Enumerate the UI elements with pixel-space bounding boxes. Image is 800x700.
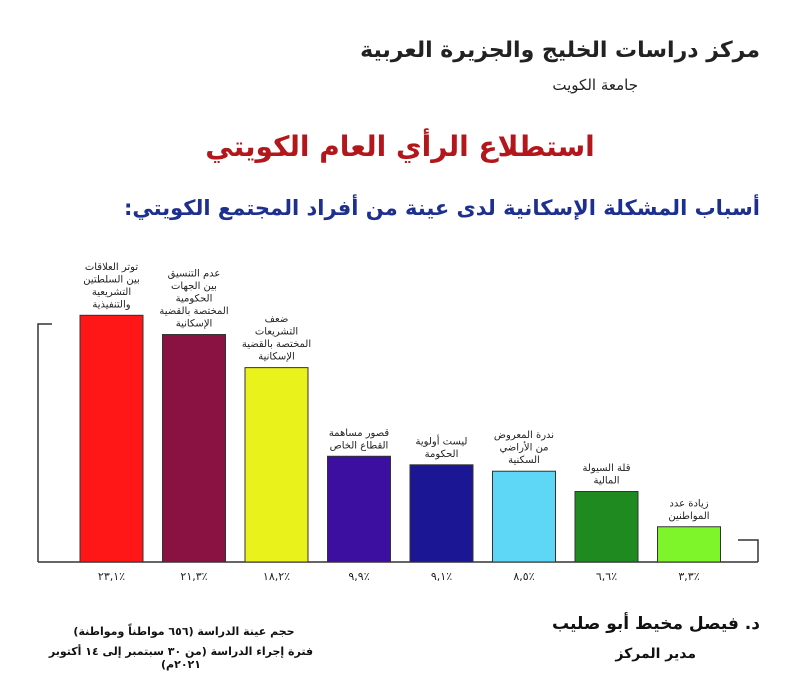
value-label-2: ٢١,٣٪	[180, 570, 207, 583]
value-label-4: ٩,٩٪	[348, 570, 369, 583]
value-label-8: ٣,٣٪	[678, 570, 699, 583]
bar-2	[162, 334, 226, 563]
category-label-8: زيادة عدد المواطنين	[668, 498, 709, 521]
value-label-5: ٩,١٪	[431, 570, 452, 583]
signatory-name: د. فيصل مخيط أبو صليب	[552, 614, 760, 634]
bar-4	[327, 455, 391, 563]
category-label-5: ليست أولوية الحكومة	[416, 434, 468, 460]
chart-bars	[79, 314, 721, 563]
category-label-2: عدم التنسيق بين الجهات الحكومية المختصة بال…	[159, 269, 228, 330]
sample-size-note: حجم عينة الدراسة (٦٥٦ مواطناً ومواطنة)	[73, 625, 295, 638]
value-label-6: ٨,٥٪	[513, 570, 534, 583]
organization-name: مركز دراسات الخليج والجزيرة العربية	[360, 38, 760, 63]
bar-8	[657, 526, 721, 563]
category-labels: توتر العلاقات بين السلطتين التشريعية والتنف…	[83, 262, 709, 522]
category-label-4: قصور مساهمة القطاع الخاص	[329, 428, 390, 452]
bar-1	[79, 314, 144, 563]
bar-3	[244, 367, 309, 563]
chart-axes	[37, 323, 759, 563]
signatory-role: مدير المركز	[615, 646, 696, 662]
bar-5	[409, 464, 474, 563]
poll-title: استطلاع الرأي العام الكويتي	[205, 130, 595, 163]
category-label-3: ضعف التشريعات المختصة بالقضية الإسكانية	[242, 314, 311, 363]
value-label-7: ٦,٦٪	[596, 570, 617, 583]
value-labels: ٢٣,١٪ ٢١,٣٪ ١٨,٢٪ ٩,٩٪ ٩,١٪ ٨,٥٪ ٦,٦٪ ٣,٣٪	[98, 570, 700, 583]
value-label-3: ١٨,٢٪	[263, 570, 290, 583]
study-period-note: فترة إجراء الدراسة (من ٣٠ سبتمبر إلى ١٤ …	[48, 645, 314, 671]
university-name: جامعة الكويت	[552, 76, 638, 94]
bar-6	[492, 470, 556, 563]
category-label-7: قلة السيولة المالية	[583, 463, 631, 487]
chart-subtitle: أسباب المشكلة الإسكانية لدى عينة من أفرا…	[124, 196, 760, 220]
category-label-6: ندرة المعروض من الأراضي السكنية	[494, 430, 554, 466]
value-label-1: ٢٣,١٪	[98, 570, 125, 583]
category-label-1: توتر العلاقات بين السلطتين التشريعية والتنف…	[83, 262, 140, 311]
bar-7	[574, 491, 639, 563]
right-axis-bracket	[738, 539, 759, 562]
y-axis-bracket	[37, 323, 52, 562]
